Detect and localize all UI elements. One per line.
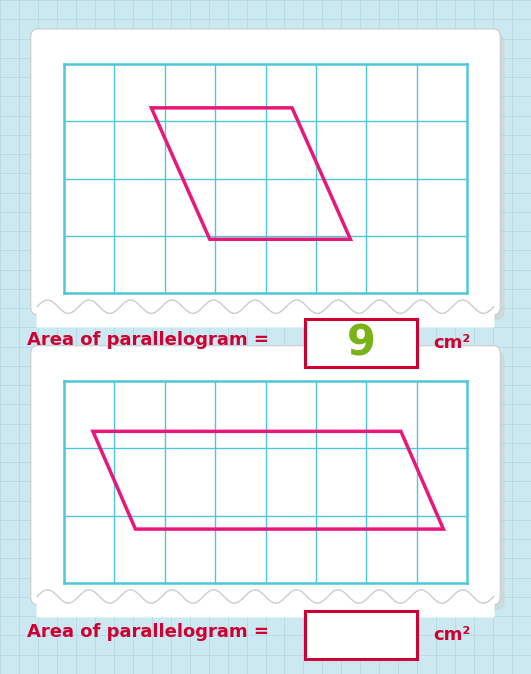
FancyBboxPatch shape bbox=[31, 29, 500, 315]
Bar bbox=[64, 381, 467, 583]
Text: Area of parallelogram =: Area of parallelogram = bbox=[27, 623, 275, 641]
Bar bbox=[305, 611, 417, 659]
Bar bbox=[305, 319, 417, 367]
Text: cm²: cm² bbox=[433, 334, 470, 352]
FancyBboxPatch shape bbox=[35, 34, 504, 320]
Text: cm²: cm² bbox=[433, 626, 470, 644]
Polygon shape bbox=[37, 590, 494, 617]
Text: Area of parallelogram =: Area of parallelogram = bbox=[27, 332, 275, 349]
FancyBboxPatch shape bbox=[35, 351, 504, 610]
Text: 9: 9 bbox=[347, 322, 375, 364]
Bar bbox=[64, 64, 467, 293]
Polygon shape bbox=[37, 300, 494, 327]
FancyBboxPatch shape bbox=[31, 346, 500, 605]
